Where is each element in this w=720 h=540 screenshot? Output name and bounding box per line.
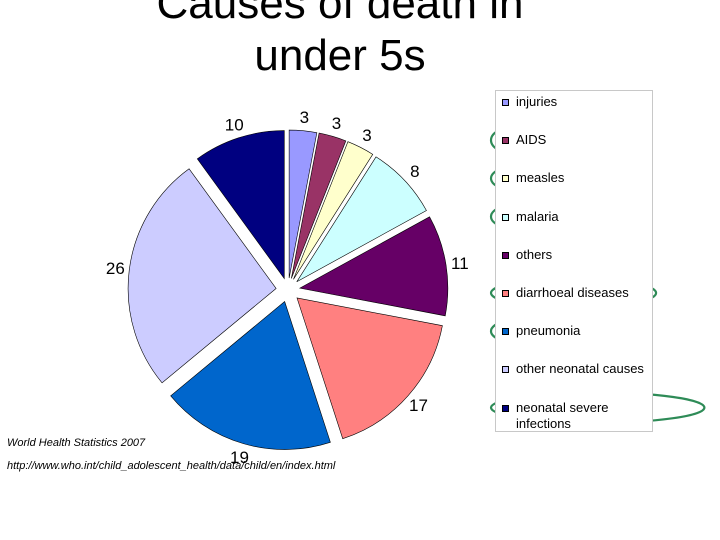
legend-swatch bbox=[502, 328, 509, 336]
title-line-2: under 5s bbox=[254, 31, 426, 80]
pie-slice-measles bbox=[293, 141, 374, 280]
legend-swatch bbox=[502, 290, 509, 297]
legend-swatch bbox=[502, 366, 509, 374]
data-label-injuries: 3 bbox=[300, 108, 309, 127]
legend-label: measles bbox=[516, 170, 565, 186]
legend-swatch bbox=[502, 251, 509, 259]
pie-slice-aids bbox=[291, 132, 347, 279]
legend-label: injuries bbox=[516, 94, 558, 109]
data-label-neonatal-severe-infections: 10 bbox=[225, 116, 244, 135]
pie-slice-others bbox=[298, 216, 449, 317]
data-label-malaria: 8 bbox=[410, 162, 419, 181]
legend-swatch bbox=[502, 175, 509, 183]
legend-label: neonatal severe infections bbox=[516, 399, 609, 431]
legend-label: other neonatal causes bbox=[516, 361, 644, 377]
pie-slice-diarrhoeal-diseases bbox=[296, 297, 443, 440]
chart-legend: injuries AIDS measles malaria others diarrhoe… bbox=[495, 90, 653, 432]
title-line-1: Causes of death in bbox=[156, 0, 524, 28]
pie-slice-neonatal-severe-infections bbox=[196, 130, 285, 280]
pie-data-labels: 3 3 3 8 11 17 19 26 10 bbox=[106, 108, 469, 467]
pie-slice-malaria bbox=[296, 156, 427, 283]
legend-label: others bbox=[516, 246, 553, 262]
legend-swatch bbox=[502, 213, 509, 221]
legend-swatch bbox=[502, 137, 509, 145]
legend-swatch bbox=[502, 99, 509, 106]
pie-slice-pneumonia bbox=[170, 301, 331, 450]
data-label-diarrhoeal-diseases: 17 bbox=[409, 396, 428, 415]
data-label-others: 11 bbox=[451, 254, 469, 273]
source-url: http://www.who.int/child_adolescent_heal… bbox=[7, 460, 336, 472]
legend-swatch bbox=[502, 404, 509, 412]
data-label-pneumonia: 19 bbox=[230, 448, 249, 467]
pie-slice-other-neonatal-causes bbox=[127, 168, 277, 384]
legend-label: AIDS bbox=[516, 132, 547, 148]
legend-label: pneumonia bbox=[516, 323, 581, 339]
legend-label: diarrhoeal diseases bbox=[516, 285, 629, 300]
data-label-aids: 3 bbox=[332, 114, 341, 133]
data-label-other-neonatal-causes: 26 bbox=[106, 259, 125, 278]
data-label-measles: 3 bbox=[362, 126, 371, 145]
slide-title: Causes of death in under 5s bbox=[0, 0, 680, 82]
pie-slice-injuries bbox=[288, 129, 318, 279]
source-citation: World Health Statistics 2007 bbox=[7, 437, 146, 449]
legend-label: malaria bbox=[516, 208, 559, 224]
pie-slices bbox=[127, 129, 449, 450]
